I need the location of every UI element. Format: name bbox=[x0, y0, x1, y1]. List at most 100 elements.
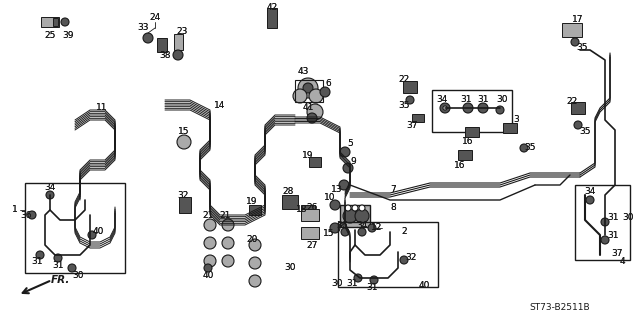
Text: 2: 2 bbox=[401, 228, 407, 236]
Circle shape bbox=[204, 255, 216, 267]
Text: 12: 12 bbox=[371, 223, 383, 233]
Text: 7: 7 bbox=[390, 186, 396, 195]
Circle shape bbox=[249, 275, 261, 287]
Text: 13: 13 bbox=[332, 186, 343, 195]
Text: 24: 24 bbox=[149, 13, 161, 22]
Text: 5: 5 bbox=[347, 139, 353, 148]
Text: ST73-B2511B: ST73-B2511B bbox=[530, 303, 590, 313]
Circle shape bbox=[68, 264, 76, 272]
Bar bbox=[267, 8, 277, 28]
Text: 11: 11 bbox=[96, 103, 108, 113]
Text: 35: 35 bbox=[579, 127, 591, 137]
Text: 31: 31 bbox=[607, 231, 619, 241]
Text: 6: 6 bbox=[325, 78, 331, 87]
Text: 21: 21 bbox=[202, 211, 214, 220]
Text: 12: 12 bbox=[371, 223, 383, 233]
Text: 21: 21 bbox=[220, 211, 230, 220]
Text: 18: 18 bbox=[296, 205, 308, 214]
Text: 35: 35 bbox=[398, 101, 410, 110]
Circle shape bbox=[320, 87, 330, 97]
Text: 30: 30 bbox=[72, 270, 84, 279]
Circle shape bbox=[340, 147, 350, 157]
Text: 40: 40 bbox=[202, 270, 214, 279]
Text: 32: 32 bbox=[405, 253, 417, 262]
Text: 9: 9 bbox=[350, 157, 356, 166]
Circle shape bbox=[400, 256, 408, 264]
Text: 40: 40 bbox=[92, 228, 104, 236]
Circle shape bbox=[496, 106, 504, 114]
Bar bbox=[249, 205, 261, 215]
Circle shape bbox=[54, 254, 62, 262]
Text: 31: 31 bbox=[607, 213, 619, 222]
Text: 31: 31 bbox=[477, 94, 489, 103]
Circle shape bbox=[478, 103, 488, 113]
Bar bbox=[309, 157, 321, 167]
Text: 8: 8 bbox=[390, 203, 396, 212]
Text: 31: 31 bbox=[460, 94, 472, 103]
Circle shape bbox=[341, 228, 349, 236]
Bar bbox=[157, 38, 167, 52]
Circle shape bbox=[520, 144, 528, 152]
Text: 19: 19 bbox=[302, 150, 314, 159]
Text: 35: 35 bbox=[576, 44, 588, 52]
Text: 30: 30 bbox=[332, 279, 343, 289]
Text: 1: 1 bbox=[12, 205, 18, 214]
Text: 42: 42 bbox=[266, 4, 278, 12]
Bar bbox=[571, 102, 585, 114]
Text: 35: 35 bbox=[398, 101, 410, 110]
Text: 5: 5 bbox=[347, 139, 353, 148]
Text: 31: 31 bbox=[477, 94, 489, 103]
Circle shape bbox=[28, 211, 36, 219]
Text: 35: 35 bbox=[579, 127, 591, 137]
Text: 21: 21 bbox=[202, 211, 214, 220]
Text: 15: 15 bbox=[323, 229, 335, 238]
Text: 34: 34 bbox=[44, 182, 56, 191]
Text: 36: 36 bbox=[336, 220, 348, 229]
Circle shape bbox=[293, 89, 307, 103]
Circle shape bbox=[355, 209, 369, 223]
Text: 10: 10 bbox=[324, 194, 336, 203]
Circle shape bbox=[443, 106, 447, 110]
Text: 34: 34 bbox=[436, 94, 448, 103]
Text: 24: 24 bbox=[149, 13, 161, 22]
Text: 37: 37 bbox=[611, 249, 623, 258]
Bar bbox=[173, 34, 182, 50]
Text: 31: 31 bbox=[460, 94, 472, 103]
Text: 31: 31 bbox=[52, 260, 64, 269]
Text: 35: 35 bbox=[576, 44, 588, 52]
Bar bbox=[575, 185, 630, 260]
Text: 15: 15 bbox=[323, 229, 335, 238]
Text: 35: 35 bbox=[524, 143, 536, 153]
Text: 15: 15 bbox=[179, 127, 189, 137]
Text: 17: 17 bbox=[572, 15, 584, 25]
Text: 28: 28 bbox=[282, 188, 294, 196]
Text: 22: 22 bbox=[398, 76, 410, 84]
Text: 11: 11 bbox=[96, 103, 108, 113]
Circle shape bbox=[61, 18, 69, 26]
Text: 30: 30 bbox=[496, 95, 508, 105]
Circle shape bbox=[586, 196, 594, 204]
Circle shape bbox=[339, 180, 349, 190]
Text: 31: 31 bbox=[366, 283, 378, 292]
Text: 31: 31 bbox=[346, 279, 358, 289]
Circle shape bbox=[303, 83, 313, 93]
Circle shape bbox=[222, 237, 234, 249]
Text: 19: 19 bbox=[302, 150, 314, 159]
Text: 8: 8 bbox=[390, 203, 396, 212]
Text: 16: 16 bbox=[454, 161, 466, 170]
Text: 32: 32 bbox=[405, 253, 417, 262]
Text: 27: 27 bbox=[307, 241, 317, 250]
Text: 23: 23 bbox=[176, 28, 188, 36]
Text: 31: 31 bbox=[607, 231, 619, 241]
Bar bbox=[301, 209, 319, 221]
Text: 42: 42 bbox=[266, 4, 278, 12]
Text: 37: 37 bbox=[611, 249, 623, 258]
Bar bbox=[338, 222, 438, 287]
Text: 33: 33 bbox=[137, 23, 148, 33]
Text: 1: 1 bbox=[12, 205, 18, 214]
Text: 30: 30 bbox=[284, 263, 296, 273]
Text: 9: 9 bbox=[350, 157, 356, 166]
Text: 43: 43 bbox=[298, 68, 308, 76]
Bar bbox=[403, 81, 417, 93]
Bar bbox=[179, 197, 191, 213]
